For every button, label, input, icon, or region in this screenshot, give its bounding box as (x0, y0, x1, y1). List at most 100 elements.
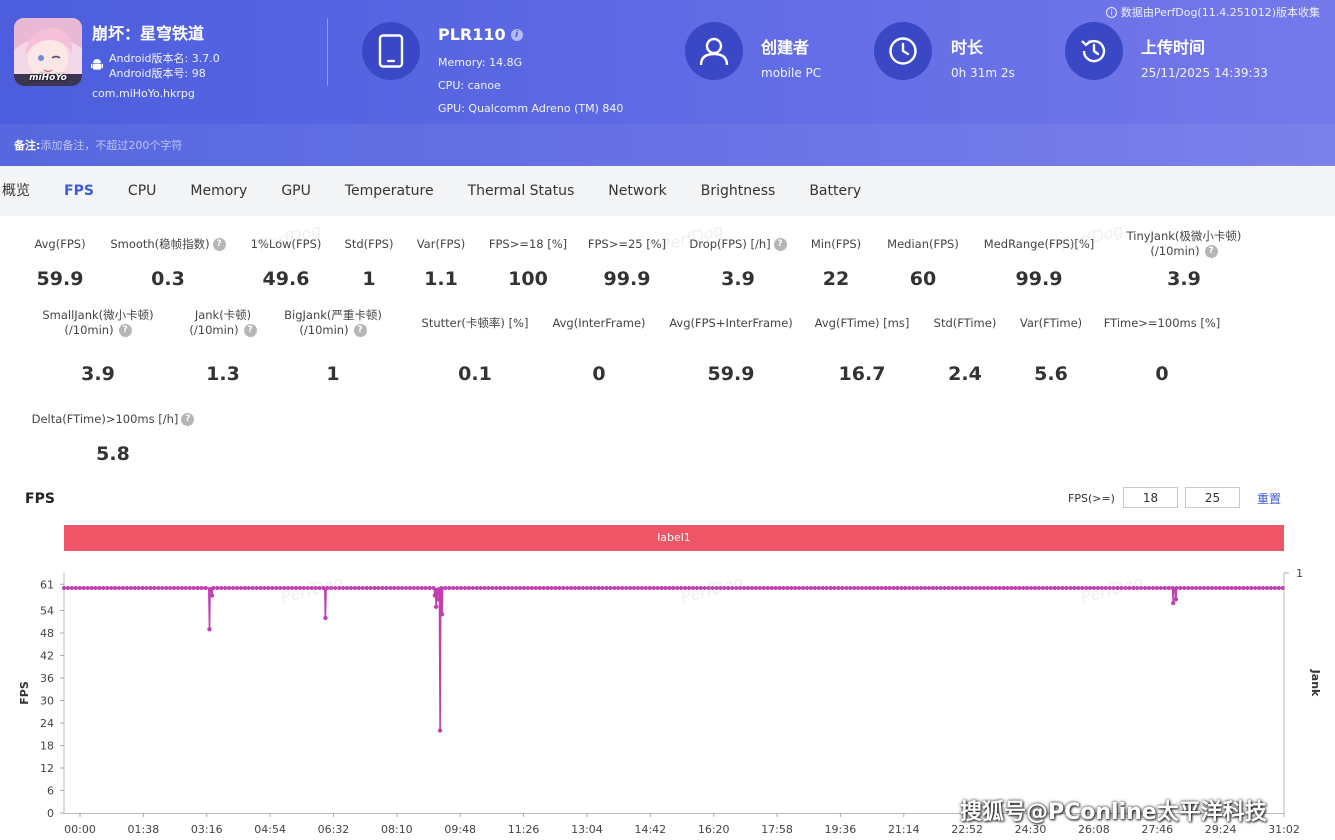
fps-point (518, 586, 523, 590)
clock-icon (874, 22, 932, 80)
fps-point (262, 586, 267, 590)
help-icon[interactable]: ? (243, 324, 257, 337)
tab-gpu[interactable]: GPU (281, 183, 311, 199)
y2-axis-label: Jank (1309, 669, 1322, 697)
fps-point (270, 586, 275, 590)
fps-point (883, 586, 888, 590)
metric-label: TinyJank(极微小卡顿) (1126, 229, 1242, 243)
fps-point (911, 586, 916, 590)
tab-cpu[interactable]: CPU (127, 183, 157, 199)
fps-point (573, 586, 578, 590)
help-icon[interactable]: ? (181, 413, 195, 426)
metric-label: Stutter(卡顿率) [%] (421, 316, 529, 330)
tab-fps[interactable]: FPS (64, 183, 94, 199)
fps-point (1029, 586, 1034, 590)
device-info-icon[interactable]: i (510, 28, 523, 41)
fps-point (117, 586, 122, 590)
fps-point (706, 586, 711, 590)
tab-memory[interactable]: Memory (190, 183, 248, 199)
fps-point (1084, 586, 1089, 590)
fps-point (482, 586, 487, 590)
fps-point (1253, 586, 1258, 590)
fps-point (286, 586, 291, 590)
x-tick-label: 29:24 (1205, 823, 1237, 836)
help-icon[interactable]: ? (212, 238, 226, 251)
fps-threshold-2-input[interactable] (1185, 487, 1240, 508)
fps-point (891, 586, 896, 590)
tab-network[interactable]: Network (608, 183, 667, 199)
fps-point (1123, 586, 1128, 590)
fps-point (1198, 586, 1203, 590)
fps-point (439, 586, 444, 590)
help-icon[interactable]: ? (353, 324, 367, 337)
fps-point (541, 586, 546, 590)
fps-point (620, 586, 625, 590)
note-input[interactable] (40, 138, 341, 152)
fps-point (1040, 586, 1045, 590)
fps-point (1221, 586, 1226, 590)
fps-point (474, 586, 479, 590)
fps-point (510, 586, 515, 590)
fps-point (242, 586, 247, 590)
tab-thermal-status[interactable]: Thermal Status (467, 183, 575, 199)
tab-temperature[interactable]: Temperature (344, 183, 434, 199)
help-icon[interactable]: ? (118, 324, 132, 337)
fps-point (293, 586, 298, 590)
header-divider (327, 18, 328, 86)
label-bar[interactable]: label1 (64, 525, 1284, 551)
fps-dip-point (433, 604, 439, 609)
fps-point (1072, 586, 1077, 590)
help-icon[interactable]: ? (773, 238, 787, 251)
x-tick-label: 16:20 (698, 823, 730, 836)
metric-row1-3: Std(FPS) 1 (279, 237, 459, 290)
fps-point (1052, 586, 1057, 590)
fps-point (1217, 586, 1222, 590)
metric-label: FPS>=18 [%] (488, 237, 568, 251)
fps-point (789, 586, 794, 590)
fps-point (769, 586, 774, 590)
fps-point (443, 586, 448, 590)
metric-label-unit: (/10min) (64, 323, 114, 337)
y-tick-label: 18 (40, 740, 54, 753)
metric-value: 49.6 (262, 268, 310, 290)
fps-point (396, 586, 401, 590)
fps-point (828, 586, 833, 590)
fps-point (372, 586, 377, 590)
fps-point (722, 586, 727, 590)
fps-point (1091, 586, 1096, 590)
fps-threshold-1-input[interactable] (1123, 487, 1178, 508)
fps-point (1005, 586, 1010, 590)
x-tick-label: 22:52 (951, 823, 983, 836)
metric-row1-8: Min(FPS) 22 (746, 237, 926, 290)
fps-point (985, 586, 990, 590)
fps-point (592, 586, 597, 590)
metric-row2-1: Jank(卡顿) (/10min)? 1.3 (133, 308, 313, 385)
x-tick-label: 24:30 (1015, 823, 1047, 836)
fps-point (101, 586, 106, 590)
tab-brightness[interactable]: Brightness (700, 183, 776, 199)
reset-button[interactable]: 重置 (1257, 492, 1282, 506)
help-icon[interactable]: ? (1204, 245, 1218, 258)
fps-point (1213, 586, 1218, 590)
fps-point (773, 586, 778, 590)
fps-point (840, 586, 845, 590)
metric-value: 1 (362, 268, 376, 290)
fps-point (659, 586, 664, 590)
fps-point (651, 586, 656, 590)
tab-battery[interactable]: Battery (809, 183, 862, 199)
fps-point (521, 586, 526, 590)
fps-point (801, 586, 806, 590)
fps-line-chart[interactable]: 0 6 12 18 24 30 36 42 48 54 61 1 00:00 01:38 03:16 04:5… (0, 558, 1335, 840)
fps-point (1143, 586, 1148, 590)
fps-point (989, 586, 994, 590)
fps-point (1272, 586, 1277, 590)
duration-label: 时长 (951, 38, 984, 57)
fps-point (93, 586, 98, 590)
fps-point (879, 586, 884, 590)
fps-point (1209, 586, 1214, 590)
metric-label: Avg(FTime) [ms] (814, 316, 910, 330)
tab-overview[interactable]: 概览 (2, 183, 30, 199)
fps-point (65, 586, 70, 590)
fps-point (1099, 586, 1104, 590)
metric-row2-4: Avg(InterFrame) 0 (509, 316, 689, 385)
